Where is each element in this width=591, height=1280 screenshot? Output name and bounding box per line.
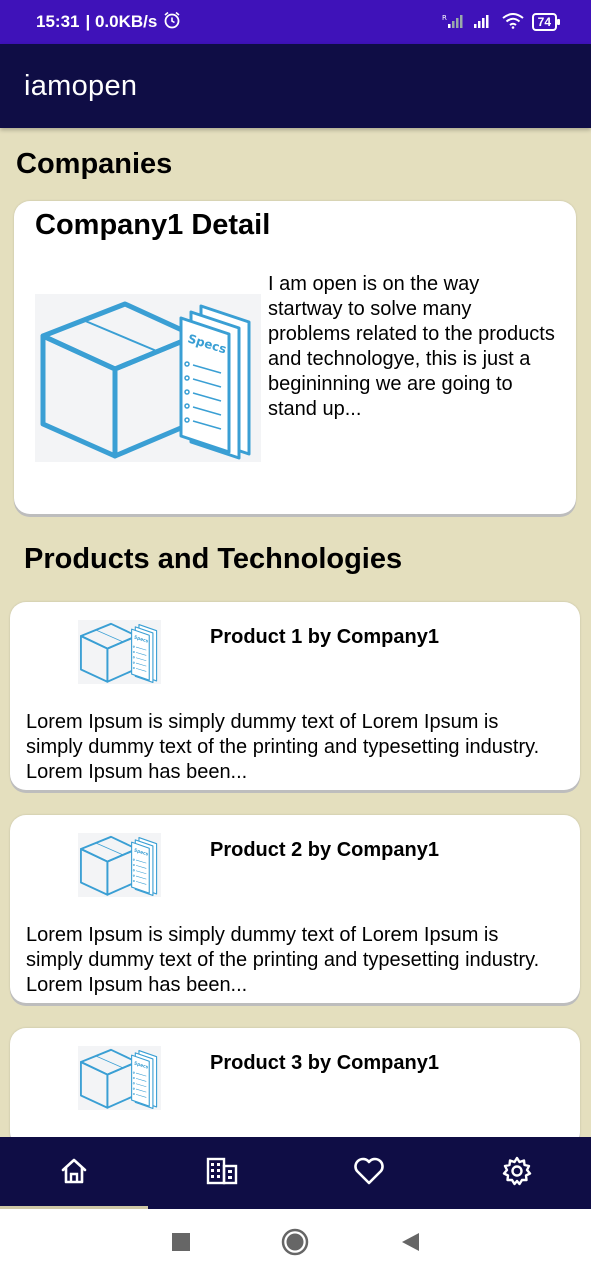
signal-roaming-icon: R [442,13,464,32]
product-image [78,833,161,897]
system-navigation-bar [0,1209,591,1280]
heart-icon [353,1156,385,1191]
nav-item-favorites[interactable] [296,1137,444,1209]
product-image [78,620,161,684]
specs-box-image [35,294,261,462]
home-circle-icon[interactable] [281,1228,309,1261]
back-triangle-icon[interactable] [399,1231,421,1258]
building-icon [206,1156,238,1191]
signal-icon [472,13,494,32]
product-description: Lorem Ipsum is simply dummy text of Lore… [26,711,540,783]
wifi-icon [502,12,524,32]
company-description: I am open is on the way startway to solv… [268,273,555,420]
svg-text:R: R [442,14,447,22]
products-section-title: Products and Technologies [24,543,403,575]
gear-icon [501,1155,533,1192]
status-network-speed: | 0.0KB/s [85,12,158,31]
product-description: Lorem Ipsum is simply dummy text of Lore… [26,924,540,996]
product-name: Product 1 by Company1 [210,626,439,648]
alarm-icon [163,11,181,34]
app-bar: iamopen [0,44,591,128]
nav-active-indicator [0,1206,148,1209]
nav-item-settings[interactable] [443,1137,591,1209]
product-card[interactable]: Product 3 by Company1 [10,1028,580,1148]
company-name: Company1 Detail [35,209,271,241]
bottom-navigation [0,1137,591,1209]
product-card[interactable]: Product 1 by Company1 Lorem Ipsum is sim… [10,602,580,790]
battery-icon: 74 [531,13,561,31]
company-card[interactable]: Company1 Detail I am open is on the way … [14,201,576,514]
companies-section-title: Companies [16,148,173,180]
product-card[interactable]: Product 2 by Company1 Lorem Ipsum is sim… [10,815,580,1003]
app-title: iamopen [24,69,138,102]
product-name: Product 3 by Company1 [210,1052,439,1074]
status-right: R 74 [442,12,561,32]
product-image [78,1046,161,1110]
recents-square-icon[interactable] [171,1232,191,1257]
product-name: Product 2 by Company1 [210,839,439,861]
status-time: 15:31 [36,12,80,31]
nav-item-companies[interactable] [148,1137,296,1209]
status-left: 15:31 | 0.0KB/s [36,11,181,34]
home-icon [59,1156,89,1191]
nav-item-home[interactable] [0,1137,148,1209]
status-bar: 15:31 | 0.0KB/s R 74 [0,0,591,44]
